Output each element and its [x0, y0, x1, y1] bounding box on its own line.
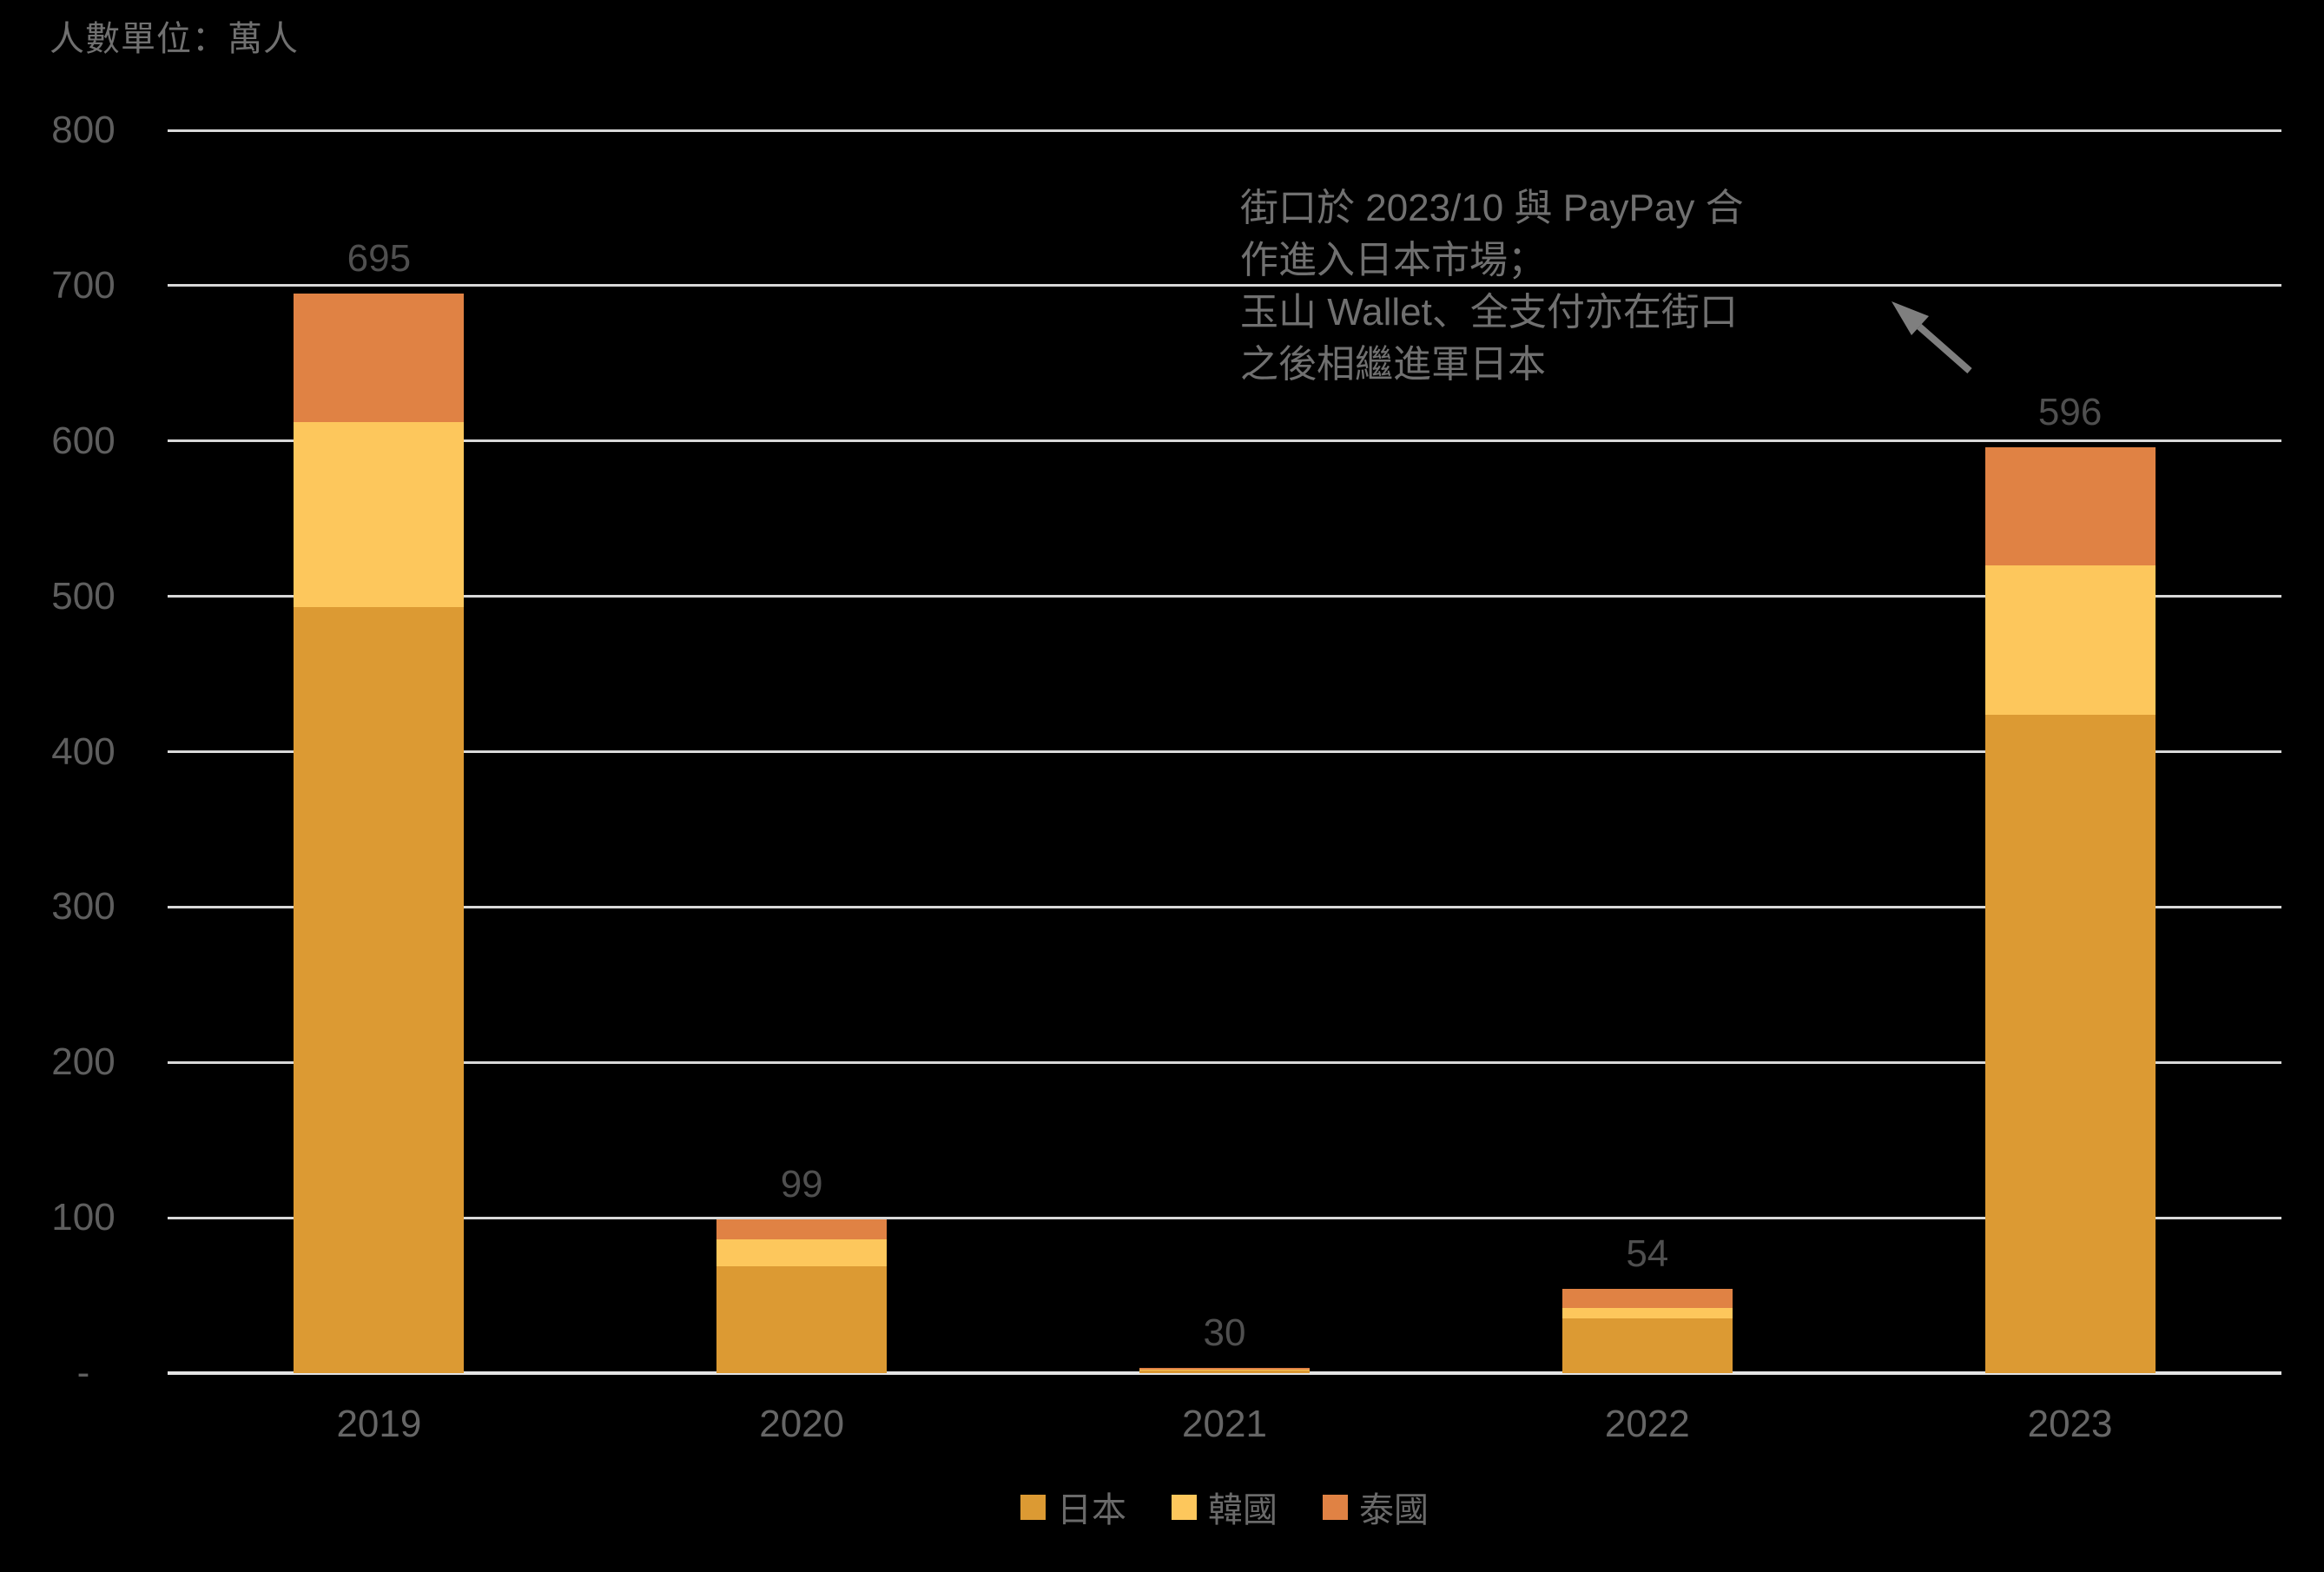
x-tick-label-2022: 2022: [1604, 1403, 1690, 1445]
y-tick-label-200: 200: [51, 1040, 116, 1084]
annotation-arrow-icon: [1892, 301, 1972, 374]
y-tick-label-400: 400: [51, 730, 116, 773]
bar-2023-segment-韓國: [1984, 565, 2156, 715]
legend-label-韓國: 韓國: [1208, 1491, 1278, 1529]
gridline-400: [168, 750, 2281, 753]
legend-swatch-日本: [1020, 1494, 1046, 1520]
y-tick-label-800: 800: [51, 109, 116, 151]
data-label-2020: 99: [780, 1162, 823, 1205]
bar-2021-segment-日本: [1139, 1371, 1310, 1373]
gridline-500: [168, 595, 2281, 598]
legend-item-韓國: 韓國: [1172, 1482, 1278, 1532]
y-tick-label-300: 300: [51, 885, 116, 928]
x-tick-label-2019: 2019: [336, 1403, 422, 1445]
legend-swatch-泰國: [1323, 1494, 1348, 1520]
bar-2020-segment-韓國: [716, 1239, 888, 1266]
x-axis-baseline: [168, 1371, 2281, 1375]
legend-item-泰國: 泰國: [1323, 1482, 1429, 1532]
gridline-300: [168, 905, 2281, 908]
x-tick-label-2023: 2023: [2027, 1403, 2113, 1445]
bar-2022-segment-泰國: [1561, 1289, 1733, 1308]
gridline-800: [168, 129, 2281, 132]
y-tick-label-0: -: [76, 1351, 90, 1394]
bar-2022-segment-韓國: [1561, 1307, 1733, 1319]
legend: 日本 韓國 泰國: [168, 1482, 2281, 1532]
bar-2022-segment-日本: [1561, 1318, 1733, 1373]
bar-2023-segment-泰國: [1984, 446, 2156, 565]
bar-2019-segment-韓國: [294, 422, 465, 608]
data-label-2022: 54: [1626, 1232, 1669, 1276]
bar-2021-segment-泰國: [1139, 1367, 1310, 1371]
bar-2020-segment-泰國: [716, 1219, 888, 1240]
bar-2021-segment-韓國: [1139, 1370, 1310, 1371]
y-tick-label-600: 600: [51, 419, 116, 462]
bar-2023-segment-日本: [1984, 714, 2156, 1373]
unit-label: 人數單位：萬人: [50, 20, 299, 58]
bar-2019-segment-泰國: [294, 293, 465, 423]
y-tick-label-700: 700: [51, 263, 116, 307]
bar-2019-segment-日本: [294, 607, 465, 1373]
legend-label-泰國: 泰國: [1359, 1491, 1429, 1529]
x-tick-label-2021: 2021: [1182, 1403, 1267, 1445]
bar-2020-segment-日本: [716, 1265, 888, 1373]
gridline-700: [168, 284, 2281, 287]
data-label-2019: 695: [347, 236, 412, 280]
data-label-2023: 596: [2037, 390, 2103, 433]
x-tick-label-2020: 2020: [759, 1403, 845, 1445]
legend-swatch-韓國: [1172, 1494, 1197, 1520]
data-label-2021: 30: [1203, 1311, 1246, 1354]
y-tick-label-500: 500: [51, 574, 116, 618]
gridline-200: [168, 1060, 2281, 1064]
gridline-100: [168, 1216, 2281, 1219]
y-tick-label-100: 100: [51, 1196, 116, 1239]
legend-label-日本: 日本: [1057, 1491, 1126, 1529]
gridline-600: [168, 439, 2281, 443]
annotation-text: 街口於 2023/10 與 PayPay 合 作進入日本市場； 玉山 Walle…: [1240, 187, 1744, 386]
legend-item-日本: 日本: [1020, 1482, 1126, 1532]
